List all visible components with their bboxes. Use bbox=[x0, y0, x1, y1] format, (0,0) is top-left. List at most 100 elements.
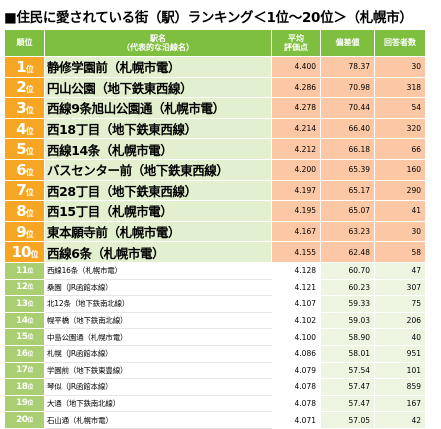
rank-number: 6 bbox=[16, 160, 26, 179]
rank-number: 17 bbox=[15, 365, 28, 376]
station-name: 円山公園（地下鉄東西線） bbox=[44, 76, 272, 99]
table-row: 14位 幌平橋（地下鉄南北線） 4.102 59.03 206 bbox=[4, 311, 426, 330]
deviation-value: 65.07 bbox=[320, 200, 375, 222]
score-value: 4.197 bbox=[271, 179, 321, 202]
rank-number: 19 bbox=[15, 398, 28, 409]
respondents-value: 47 bbox=[374, 261, 426, 280]
rank-suffix: 位 bbox=[27, 400, 34, 408]
rank-cell: 2位 bbox=[4, 76, 45, 99]
deviation-value: 60.70 bbox=[320, 261, 375, 280]
deviation-value: 57.47 bbox=[320, 394, 375, 413]
table-row: 9位 東本願寺前（札幌市電） 4.167 63.23 30 bbox=[4, 220, 426, 243]
station-name: 西28丁目（地下鉄東西線） bbox=[44, 179, 272, 202]
rank-cell: 9位 bbox=[4, 220, 45, 243]
score-value: 4.079 bbox=[271, 361, 321, 380]
score-value: 4.400 bbox=[271, 56, 321, 78]
station-name: 東本願寺前（札幌市電） bbox=[44, 220, 272, 243]
ranking-table: 順位 駅名 （代表的な沿線名） 平均 評価点 偏差値 回答者数 1位 静修学園前（… bbox=[4, 29, 426, 429]
header-rank: 順位 bbox=[4, 29, 45, 57]
respondents-value: 290 bbox=[374, 179, 426, 202]
rank-cell: 6位 bbox=[4, 158, 45, 181]
rank-number: 4 bbox=[16, 119, 26, 138]
respondents-value: 951 bbox=[374, 344, 426, 363]
station-name: 西線14条（札幌市電） bbox=[44, 138, 272, 160]
table-row: 11位 西線16条（札幌市電） 4.128 60.70 47 bbox=[4, 261, 426, 280]
header-station-subtitle: （代表的な沿線名） bbox=[122, 43, 194, 52]
rank-suffix: 位 bbox=[27, 267, 34, 275]
rank-number: 15 bbox=[15, 332, 28, 343]
deviation-value: 57.47 bbox=[320, 378, 375, 396]
respondents-value: 206 bbox=[374, 311, 426, 330]
respondents-value: 58 bbox=[374, 241, 426, 263]
score-value: 4.286 bbox=[271, 76, 321, 99]
rank-cell: 20位 bbox=[4, 411, 45, 429]
rank-suffix: 位 bbox=[27, 317, 34, 325]
table-row: 6位 バスセンター前（地下鉄東西線） 4.200 65.39 160 bbox=[4, 158, 426, 181]
score-value: 4.078 bbox=[271, 394, 321, 413]
score-value: 4.212 bbox=[271, 138, 321, 160]
score-value: 4.195 bbox=[271, 200, 321, 222]
rank-cell: 18位 bbox=[4, 378, 45, 396]
station-name: 札幌（JR函館本線） bbox=[44, 344, 272, 363]
score-value: 4.071 bbox=[271, 411, 321, 429]
table-row: 8位 西15丁目（札幌市電） 4.195 65.07 41 bbox=[4, 200, 426, 222]
station-name: 桑園（JR函館本線） bbox=[44, 278, 272, 297]
header-score-line1: 平均 bbox=[288, 33, 304, 43]
respondents-value: 42 bbox=[374, 411, 426, 429]
respondents-value: 307 bbox=[374, 278, 426, 297]
deviation-value: 65.17 bbox=[320, 179, 375, 202]
table-row: 15位 中島公園通（札幌市電） 4.100 58.90 40 bbox=[4, 328, 426, 346]
deviation-value: 63.23 bbox=[320, 220, 375, 243]
rank-suffix: 位 bbox=[25, 85, 34, 95]
station-name: 西15丁目（札幌市電） bbox=[44, 200, 272, 222]
table-row: 16位 札幌（JR函館本線） 4.086 58.01 951 bbox=[4, 344, 426, 363]
deviation-value: 59.33 bbox=[320, 295, 375, 313]
rank-suffix: 位 bbox=[25, 64, 34, 74]
respondents-value: 859 bbox=[374, 378, 426, 396]
rank-suffix: 位 bbox=[27, 334, 34, 342]
respondents-value: 320 bbox=[374, 117, 426, 140]
respondents-value: 318 bbox=[374, 76, 426, 99]
score-value: 4.200 bbox=[271, 158, 321, 181]
station-name: 幌平橋（地下鉄南北線） bbox=[44, 311, 272, 330]
table-header-row: 順位 駅名 （代表的な沿線名） 平均 評価点 偏差値 回答者数 bbox=[4, 29, 426, 57]
rank-suffix: 位 bbox=[30, 250, 38, 260]
header-station: 駅名 （代表的な沿線名） bbox=[44, 29, 272, 57]
table-row: 4位 西18丁目（地下鉄東西線） 4.214 66.40 320 bbox=[4, 117, 426, 140]
rank-cell: 5位 bbox=[4, 138, 45, 160]
rank-cell: 3位 bbox=[4, 97, 45, 119]
station-name: 中島公園通（札幌市電） bbox=[44, 328, 272, 346]
respondents-value: 40 bbox=[374, 328, 426, 346]
station-name: 琴似（JR函館本線） bbox=[44, 378, 272, 396]
respondents-value: 41 bbox=[374, 200, 426, 222]
rank-cell: 4位 bbox=[4, 117, 45, 140]
table-row: 5位 西線14条（札幌市電） 4.212 66.18 66 bbox=[4, 138, 426, 160]
station-name: 西線6条（札幌市電） bbox=[44, 241, 272, 263]
deviation-value: 58.90 bbox=[320, 328, 375, 346]
respondents-value: 167 bbox=[374, 394, 426, 413]
header-deviation: 偏差値 bbox=[320, 29, 375, 57]
rank-number: 12 bbox=[15, 282, 28, 293]
rank-suffix: 位 bbox=[25, 229, 34, 239]
station-name: 静修学園前（札幌市電） bbox=[44, 56, 272, 78]
rank-cell: 13位 bbox=[4, 295, 45, 313]
rank-number: 1 bbox=[16, 57, 26, 76]
rank-cell: 1位 bbox=[4, 56, 45, 78]
respondents-value: 54 bbox=[374, 97, 426, 119]
station-name: 北12条（地下鉄南北線） bbox=[44, 295, 272, 313]
rank-cell: 16位 bbox=[4, 344, 45, 363]
rank-suffix: 位 bbox=[27, 284, 34, 292]
deviation-value: 70.44 bbox=[320, 97, 375, 119]
table-row: 13位 北12条（地下鉄南北線） 4.107 59.33 75 bbox=[4, 295, 426, 313]
table-row: 7位 西28丁目（地下鉄東西線） 4.197 65.17 290 bbox=[4, 179, 426, 202]
rank-number: 20 bbox=[15, 415, 28, 426]
table-row: 1位 静修学園前（札幌市電） 4.400 78.37 30 bbox=[4, 56, 426, 78]
rank-number: 9 bbox=[16, 222, 26, 241]
station-name: 学園前（地下鉄東豊線） bbox=[44, 361, 272, 380]
score-value: 4.102 bbox=[271, 311, 321, 330]
deviation-value: 57.05 bbox=[320, 411, 375, 429]
score-value: 4.278 bbox=[271, 97, 321, 119]
deviation-value: 60.23 bbox=[320, 278, 375, 297]
rank-suffix: 位 bbox=[25, 105, 34, 115]
station-name: バスセンター前（地下鉄東西線） bbox=[44, 158, 272, 181]
